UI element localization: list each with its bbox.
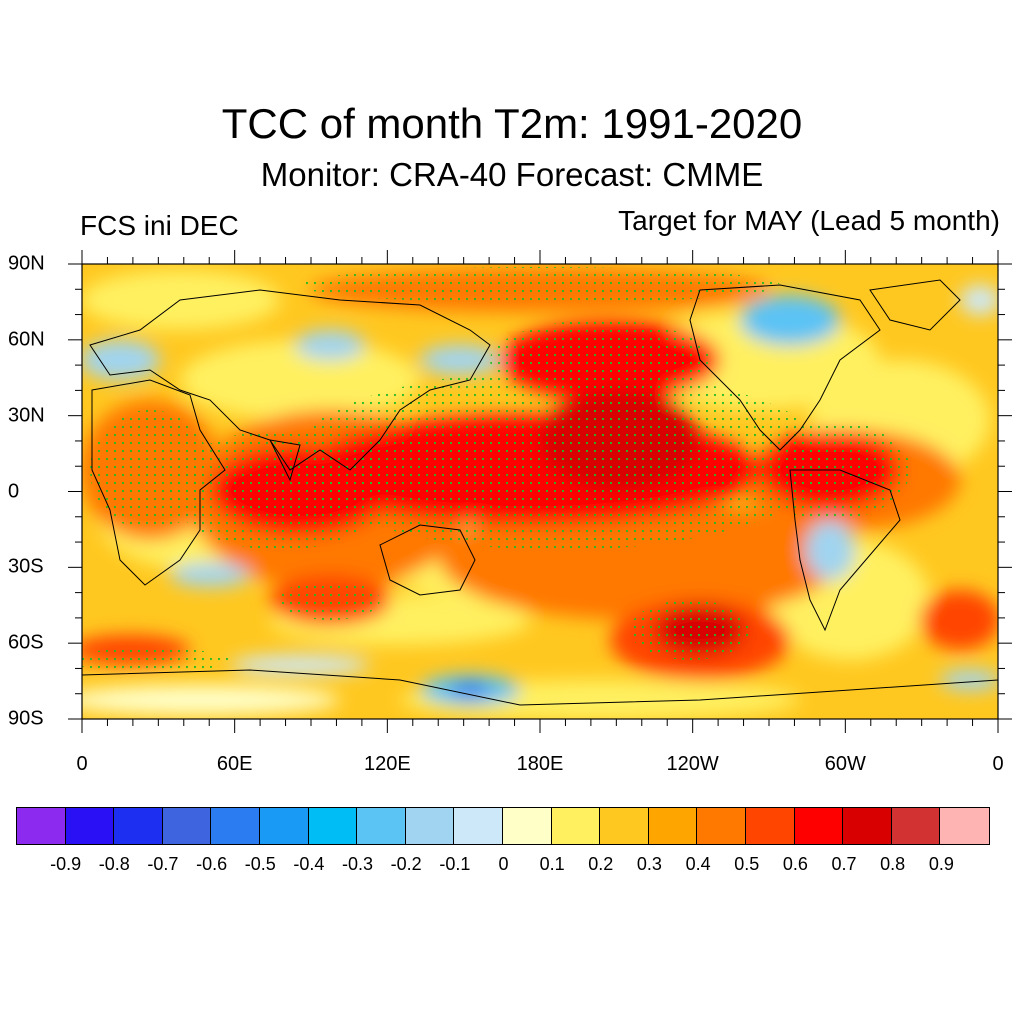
lat-label: 60N bbox=[8, 328, 45, 351]
colorbar-box bbox=[454, 808, 503, 844]
colorbar-box bbox=[308, 808, 358, 844]
colorbar-tick-label: -0.7 bbox=[147, 854, 179, 874]
colorbar-box bbox=[551, 808, 601, 844]
colorbar-tick-label: -0.4 bbox=[293, 854, 325, 874]
colorbar-tick-label: -0.6 bbox=[196, 854, 228, 874]
colorbar-tick-label: -0.1 bbox=[439, 854, 471, 874]
chart-subtitle: Monitor: CRA-40 Forecast: CMME bbox=[260, 156, 764, 193]
colorbar-box bbox=[697, 808, 746, 844]
colorbar-box bbox=[745, 808, 795, 844]
colorbar-tick-label: 0.8 bbox=[880, 854, 906, 874]
chart-title: TCC of month T2m: 1991-2020 bbox=[221, 100, 803, 147]
axis-ticks bbox=[68, 250, 1012, 733]
lon-label: 120E bbox=[363, 753, 411, 775]
colorbar-box bbox=[794, 808, 844, 844]
coastlines bbox=[82, 279, 998, 706]
lat-label: 60S bbox=[8, 631, 44, 654]
colorbar-box bbox=[502, 808, 552, 844]
colorbar-tick-label: 0.3 bbox=[636, 854, 662, 874]
colorbar-tick-label: 0.5 bbox=[734, 854, 760, 874]
colorbar-box bbox=[65, 808, 115, 844]
lat-label: 30N bbox=[8, 404, 45, 427]
lat-label: 30S bbox=[8, 555, 44, 578]
colorbar-tick-label: 0.2 bbox=[588, 854, 614, 874]
lat-label: 90N bbox=[8, 252, 45, 275]
colorbar-tick-label: -0.8 bbox=[98, 854, 130, 874]
colorbar-tick-label: 0.4 bbox=[685, 854, 711, 874]
colorbar-box bbox=[357, 808, 406, 844]
lon-label: 0 bbox=[76, 753, 88, 775]
colorbar-tick-label: 0 bbox=[498, 854, 509, 874]
colorbar-tick-label: -0.2 bbox=[390, 854, 422, 874]
colorbar-box bbox=[114, 808, 163, 844]
colorbar bbox=[16, 807, 990, 845]
colorbar-tick-label: 0.6 bbox=[782, 854, 808, 874]
lat-label: 90S bbox=[8, 707, 44, 730]
lon-label: 0 bbox=[992, 753, 1004, 775]
colorbar-box bbox=[648, 808, 698, 844]
colorbar-tick-label: 0.1 bbox=[539, 854, 565, 874]
lon-label: 60W bbox=[824, 753, 866, 775]
lat-label: 0 bbox=[8, 480, 20, 502]
colorbar-box bbox=[843, 808, 892, 844]
colorbar-box bbox=[891, 808, 941, 844]
colorbar-box bbox=[17, 808, 66, 844]
lon-label: 60E bbox=[216, 753, 253, 775]
colorbar-tick-label: -0.5 bbox=[244, 854, 276, 874]
colorbar-box bbox=[259, 808, 309, 844]
colorbar-box bbox=[211, 808, 260, 844]
colorbar-box bbox=[940, 808, 989, 844]
colorbar-tick-label: 0.7 bbox=[831, 854, 857, 874]
lon-label: 120W bbox=[666, 753, 719, 775]
colorbar-tick-label: -0.3 bbox=[342, 854, 374, 874]
initialization-label: FCS ini DEC bbox=[80, 210, 239, 241]
colorbar-tick-label: 0.9 bbox=[928, 854, 954, 874]
colorbar-box bbox=[162, 808, 212, 844]
target-label: Target for MAY (Lead 5 month) bbox=[618, 205, 1000, 236]
colorbar-tick-label: -0.9 bbox=[50, 854, 82, 874]
colorbar-box bbox=[600, 808, 649, 844]
colorbar-box bbox=[405, 808, 455, 844]
lon-label: 180E bbox=[516, 753, 564, 775]
